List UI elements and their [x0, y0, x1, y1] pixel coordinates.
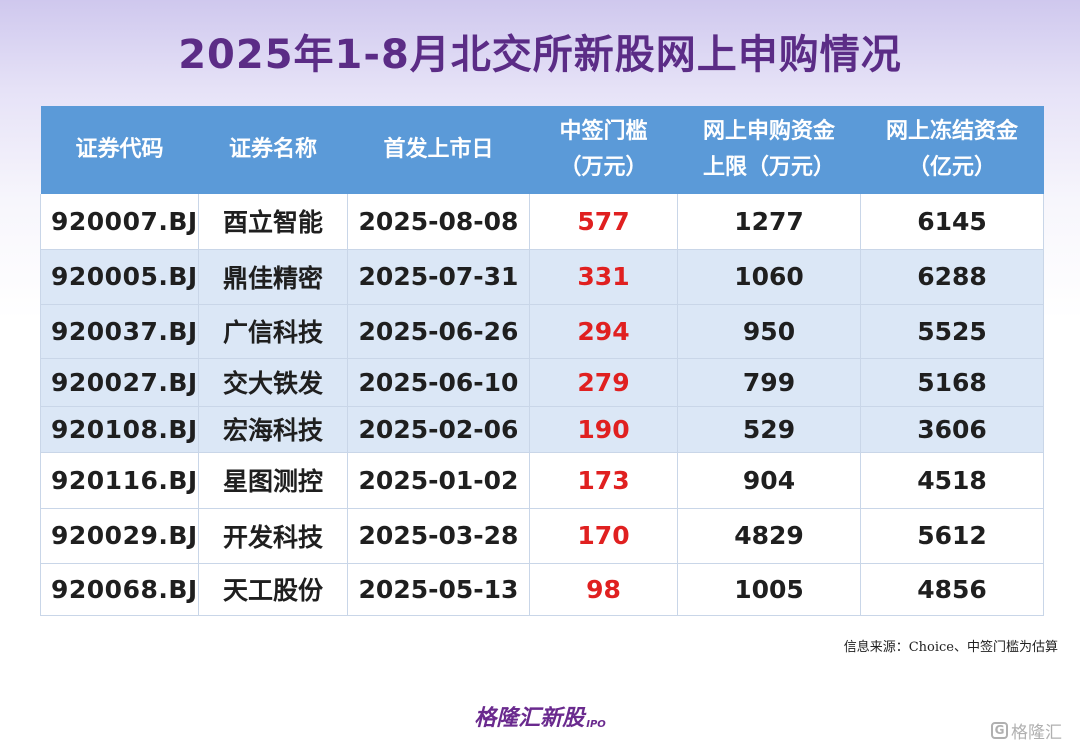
cell-name: 天工股份 [198, 563, 348, 616]
cell-threshold: 577 [529, 194, 678, 250]
cell-threshold: 173 [529, 452, 678, 509]
cell-threshold: 294 [529, 304, 678, 359]
ipo-subscription-table: 证券代码 证券名称 首发上市日 中签门槛 （万元） 网上申购资金 上限（万元） … [40, 106, 1044, 616]
cell-frozen: 5612 [860, 508, 1044, 564]
header-line: （万元） [559, 155, 648, 180]
header-line: 证券名称 [228, 137, 317, 162]
cell-name: 交大铁发 [198, 358, 348, 407]
table-row: 920108.BJ 宏海科技 2025-02-06 190 529 3606 [40, 406, 1044, 453]
cell-threshold: 170 [529, 508, 678, 564]
cell-code: 920108.BJ [40, 406, 199, 453]
header-line: 网上冻结资金 [885, 119, 1018, 144]
cell-date: 2025-06-10 [347, 358, 530, 407]
cell-frozen: 5168 [860, 358, 1044, 407]
cell-limit: 4829 [677, 508, 861, 564]
table-row: 920027.BJ 交大铁发 2025-06-10 279 799 5168 [40, 358, 1044, 407]
cell-threshold: 190 [529, 406, 678, 453]
header-subscription-limit: 网上申购资金 上限（万元） [677, 106, 861, 194]
header-winning-threshold: 中签门槛 （万元） [529, 106, 678, 194]
brand-text: 格隆汇新股 [474, 706, 585, 731]
cell-limit: 950 [677, 304, 861, 359]
table-header-row: 证券代码 证券名称 首发上市日 中签门槛 （万元） 网上申购资金 上限（万元） … [40, 106, 1044, 194]
cell-date: 2025-02-06 [347, 406, 530, 453]
cell-name: 宏海科技 [198, 406, 348, 453]
table-row: 920037.BJ 广信科技 2025-06-26 294 950 5525 [40, 304, 1044, 359]
header-security-code: 证券代码 [40, 106, 199, 194]
table-row: 920029.BJ 开发科技 2025-03-28 170 4829 5612 [40, 508, 1044, 564]
header-frozen-funds: 网上冻结资金 （亿元） [860, 106, 1044, 194]
corner-logo-text: 格隆汇 [1011, 723, 1062, 743]
cell-limit: 1277 [677, 194, 861, 250]
cell-code: 920037.BJ [40, 304, 199, 359]
cell-limit: 529 [677, 406, 861, 453]
cell-date: 2025-06-26 [347, 304, 530, 359]
header-line: 首发上市日 [383, 137, 494, 162]
cell-frozen: 6145 [860, 194, 1044, 250]
table-row: 920068.BJ 天工股份 2025-05-13 98 1005 4856 [40, 563, 1044, 616]
table-row: 920116.BJ 星图测控 2025-01-02 173 904 4518 [40, 452, 1044, 509]
cell-frozen: 5525 [860, 304, 1044, 359]
cell-date: 2025-01-02 [347, 452, 530, 509]
cell-limit: 799 [677, 358, 861, 407]
cell-threshold: 331 [529, 249, 678, 305]
cell-frozen: 4518 [860, 452, 1044, 509]
source-note: 信息来源：Choice、中签门槛为估算 [843, 640, 1058, 655]
cell-frozen: 4856 [860, 563, 1044, 616]
header-line: 中签门槛 [559, 119, 648, 144]
cell-limit: 904 [677, 452, 861, 509]
cell-frozen: 6288 [860, 249, 1044, 305]
header-line: 上限（万元） [702, 155, 835, 180]
brand-sub: IPO [586, 719, 606, 730]
table-row: 920005.BJ 鼎佳精密 2025-07-31 331 1060 6288 [40, 249, 1044, 305]
page-title: 2025年1-8月北交所新股网上申购情况 [178, 32, 902, 78]
g-icon: G [991, 722, 1008, 739]
brand-logo: 格隆汇新股 IPO [0, 700, 1080, 732]
header-line: 证券代码 [75, 137, 164, 162]
cell-name: 开发科技 [198, 508, 348, 564]
cell-name: 广信科技 [198, 304, 348, 359]
cell-code: 920068.BJ [40, 563, 199, 616]
cell-name: 星图测控 [198, 452, 348, 509]
cell-limit: 1060 [677, 249, 861, 305]
header-line: （亿元） [907, 155, 996, 180]
header-security-name: 证券名称 [198, 106, 348, 194]
cell-code: 920116.BJ [40, 452, 199, 509]
cell-frozen: 3606 [860, 406, 1044, 453]
cell-threshold: 279 [529, 358, 678, 407]
cell-code: 920007.BJ [40, 194, 199, 250]
cell-code: 920029.BJ [40, 508, 199, 564]
cell-name: 鼎佳精密 [198, 249, 348, 305]
cell-code: 920005.BJ [40, 249, 199, 305]
cell-date: 2025-05-13 [347, 563, 530, 616]
cell-threshold: 98 [529, 563, 678, 616]
cell-code: 920027.BJ [40, 358, 199, 407]
header-listing-date: 首发上市日 [347, 106, 530, 194]
cell-name: 酉立智能 [198, 194, 348, 250]
header-line: 网上申购资金 [702, 119, 835, 144]
corner-logo: G 格隆汇 [991, 718, 1062, 743]
table-row: 920007.BJ 酉立智能 2025-08-08 577 1277 6145 [40, 194, 1044, 250]
cell-limit: 1005 [677, 563, 861, 616]
cell-date: 2025-03-28 [347, 508, 530, 564]
cell-date: 2025-07-31 [347, 249, 530, 305]
cell-date: 2025-08-08 [347, 194, 530, 250]
